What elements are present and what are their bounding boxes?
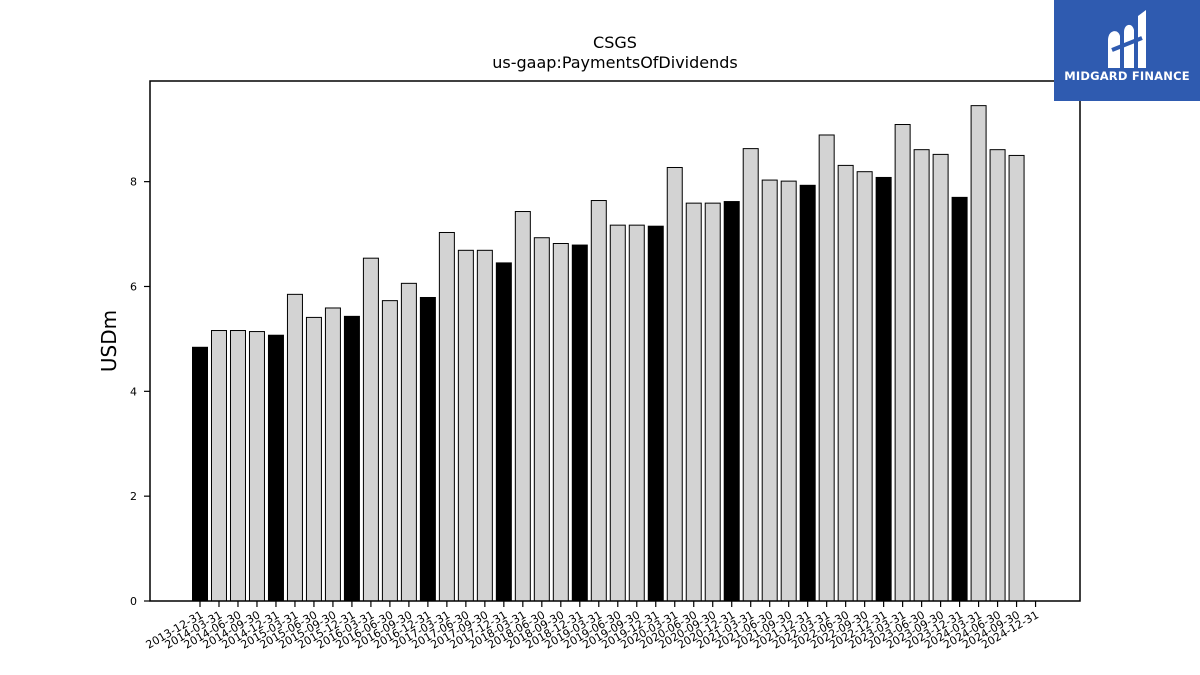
bar-2021-03-31 [742, 148, 759, 602]
y-tick-label: 8 [130, 176, 137, 189]
chart-subtitle: us-gaap:PaymentsOfDividends [492, 53, 737, 72]
bar-2015-09-30 [324, 307, 341, 602]
bar-2023-03-31 [894, 124, 911, 602]
bar-2017-03-31 [438, 231, 455, 602]
chart-title: CSGS [593, 33, 637, 52]
bar-2019-12-31 [647, 225, 664, 602]
bar-2022-03-31 [818, 134, 835, 602]
bar-2015-03-31 [286, 293, 303, 602]
midgard-finance-logo: MIDGARD FINANCE [1054, 0, 1200, 101]
bar-2016-03-31 [362, 257, 379, 602]
y-tick-label: 2 [130, 490, 137, 503]
bar-2019-09-30 [628, 224, 645, 602]
bar-2021-12-31 [799, 184, 816, 602]
bar-2020-12-31 [723, 201, 740, 602]
bar-2016-12-31 [419, 296, 436, 602]
y-tick-label: 6 [130, 280, 137, 293]
bar-2017-06-30 [457, 249, 474, 602]
bars-layer [192, 105, 1025, 602]
bar-2020-09-30 [704, 202, 721, 602]
bar-2016-06-30 [381, 300, 398, 602]
bar-2014-09-30 [248, 331, 265, 602]
bar-2018-12-31 [571, 244, 588, 602]
bar-2019-03-31 [590, 200, 607, 602]
bar-2018-03-31 [514, 211, 531, 602]
bar-2023-06-30 [913, 149, 930, 602]
plot-frame [149, 80, 1081, 602]
y-axis-label: USDm [97, 310, 121, 372]
bar-2023-12-31 [951, 196, 968, 602]
bar-2019-06-30 [609, 224, 626, 602]
bar-2024-03-31 [970, 105, 987, 602]
logo-text: MIDGARD FINANCE [1064, 69, 1190, 83]
axes-layer: 024682013-12-312014-03-312014-06-302014-… [130, 80, 1081, 652]
bar-2014-06-30 [229, 330, 246, 602]
bar-2016-09-30 [400, 282, 417, 602]
bar-2020-03-31 [666, 166, 683, 602]
bar-2024-06-30 [989, 149, 1006, 602]
midgard-finance-logo-icon [1108, 10, 1146, 68]
bar-2015-06-30 [305, 316, 322, 602]
bar-2014-12-31 [267, 334, 284, 602]
bar-2021-09-30 [780, 180, 797, 602]
bar-2018-09-30 [552, 243, 569, 602]
bar-2022-09-30 [856, 171, 873, 602]
y-tick-label: 4 [130, 385, 137, 398]
y-tick-label: 0 [130, 595, 137, 608]
bar-2014-03-31 [210, 330, 227, 602]
bar-2013-12-31 [192, 346, 208, 602]
bar-2022-06-30 [837, 164, 854, 602]
bar-2018-06-30 [533, 237, 550, 602]
bar-2024-09-30 [1008, 154, 1025, 602]
bar-2017-09-30 [476, 249, 493, 602]
bar-2023-09-30 [932, 153, 949, 602]
bar-2022-12-31 [875, 176, 892, 602]
bar-2017-12-31 [495, 262, 512, 602]
bar-2015-12-31 [343, 315, 360, 602]
bar-2020-06-30 [685, 202, 702, 602]
bar-2021-06-30 [761, 179, 778, 602]
